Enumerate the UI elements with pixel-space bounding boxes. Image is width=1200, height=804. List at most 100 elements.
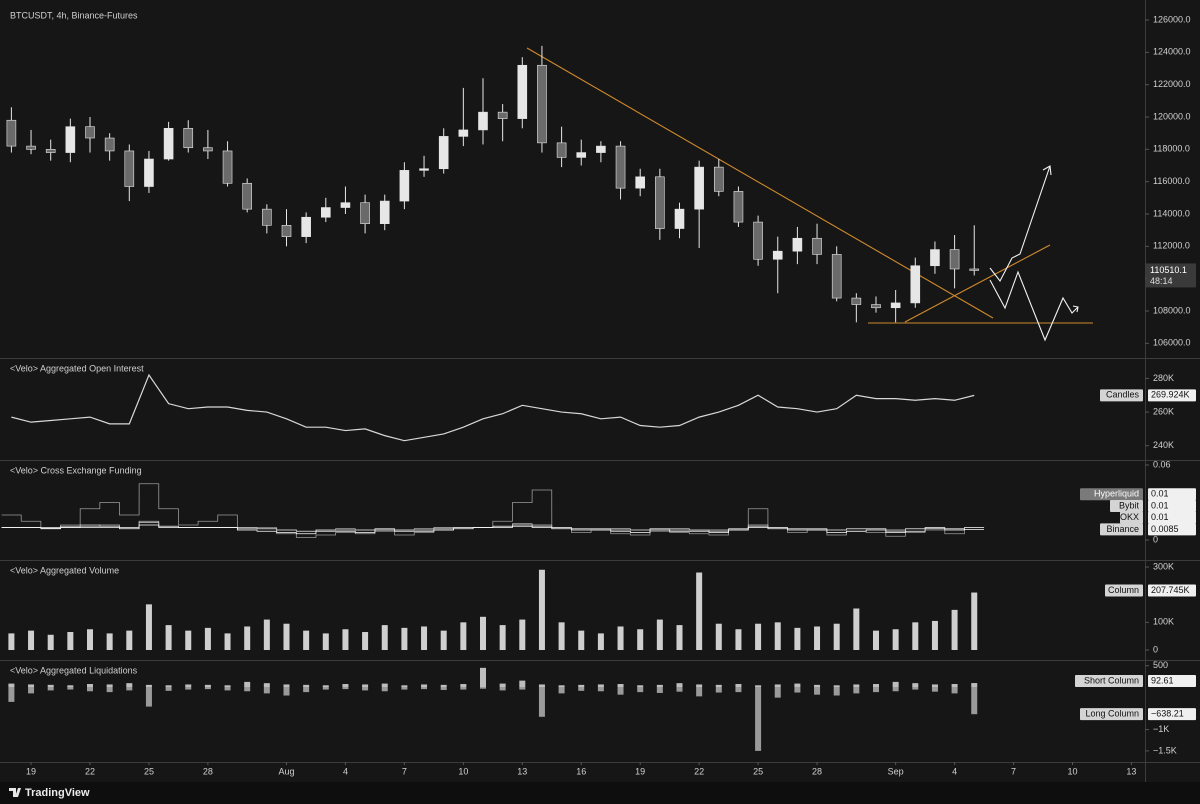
bar [794, 627, 801, 650]
legend-value-box [1148, 584, 1196, 597]
bar [499, 625, 506, 650]
candle-body [831, 254, 842, 299]
bar [931, 620, 938, 650]
legend-value: 0.01 [1151, 489, 1169, 499]
projection-path [989, 165, 1051, 283]
bar [479, 616, 486, 650]
bar [676, 687, 683, 692]
x-tick-label: 16 [576, 766, 586, 776]
y-tick-label: 106000.0 [1153, 338, 1191, 348]
footer-bar [0, 782, 1200, 804]
bar [28, 630, 35, 650]
bar [67, 632, 74, 650]
x-tick-label: 25 [144, 766, 154, 776]
bar [28, 687, 35, 694]
bar [656, 687, 663, 693]
series-line [11, 373, 975, 442]
y-tick-label: −1.5K [1153, 745, 1177, 755]
bar [774, 687, 781, 698]
candle-body [635, 176, 645, 189]
candle-body [910, 265, 921, 304]
legend-value-box [1148, 389, 1196, 402]
x-tick-label: 19 [635, 766, 645, 776]
bar [794, 687, 801, 693]
candle-body [124, 150, 135, 187]
bar [322, 633, 329, 650]
bar [86, 629, 93, 650]
bar [47, 684, 54, 688]
x-tick-label: 4 [952, 766, 957, 776]
bar [421, 684, 428, 688]
candle-body [45, 149, 56, 153]
candle-body [65, 126, 76, 153]
candle-body [497, 111, 508, 119]
bar [224, 685, 231, 688]
bar [538, 687, 545, 717]
legend-name: Candles [1106, 390, 1140, 400]
bar [263, 687, 270, 694]
bar [833, 685, 840, 688]
bar [814, 687, 821, 695]
candle-body [419, 168, 429, 171]
bar [872, 684, 879, 688]
x-tick-label: 7 [402, 766, 407, 776]
bar [303, 687, 310, 693]
bar [460, 684, 467, 688]
bar [86, 684, 93, 688]
bar [774, 684, 781, 688]
candle-body [242, 182, 252, 210]
funding-line [1, 524, 985, 535]
y-tick-label: 112000.0 [1153, 241, 1190, 251]
bar [755, 685, 762, 688]
candle-body [144, 158, 154, 187]
bar [499, 683, 506, 688]
bar [853, 608, 860, 650]
candle-body [379, 200, 390, 225]
bar [381, 683, 388, 688]
bar [912, 687, 919, 690]
legend-value-box [1148, 708, 1196, 721]
bar [342, 687, 349, 690]
x-tick-label: 28 [203, 766, 213, 776]
bar [106, 687, 113, 693]
candle-body [890, 302, 901, 309]
candle-body [262, 208, 272, 226]
x-tick-label: 13 [517, 766, 527, 776]
legend-value: 92.61 [1151, 675, 1174, 685]
projection-arrow [1042, 165, 1052, 176]
bar [715, 687, 722, 693]
bar [67, 687, 74, 690]
bar [67, 685, 74, 688]
x-tick-label: 28 [812, 766, 822, 776]
countdown: 48:14 [1150, 276, 1173, 286]
candle-body [203, 147, 213, 152]
legend-value: 0.01 [1151, 500, 1169, 510]
x-tick-label: 13 [1126, 766, 1136, 776]
y-tick-label: 118000.0 [1153, 144, 1190, 154]
x-tick-label: 19 [26, 766, 36, 776]
candle-body [655, 176, 665, 229]
bar [951, 609, 958, 650]
bar [204, 684, 211, 688]
bar [381, 687, 388, 692]
logo-icon [9, 788, 21, 797]
legend-name: Long Column [1085, 709, 1139, 719]
bar [597, 687, 604, 692]
bar [519, 619, 526, 650]
bar [460, 687, 467, 690]
bar [833, 623, 840, 650]
bar [263, 683, 270, 688]
bar [872, 630, 879, 650]
bar [735, 629, 742, 650]
legend-name-box [1100, 389, 1143, 402]
legend-name-box [1120, 511, 1143, 524]
y-tick-label: 260K [1153, 406, 1174, 416]
candle-body [674, 208, 685, 229]
bar [362, 684, 369, 688]
candle-body [85, 126, 95, 139]
bar [283, 684, 290, 688]
y-tick-label: 120000.0 [1153, 111, 1191, 121]
bar [912, 622, 919, 650]
bar [165, 687, 172, 691]
bar [558, 687, 565, 694]
